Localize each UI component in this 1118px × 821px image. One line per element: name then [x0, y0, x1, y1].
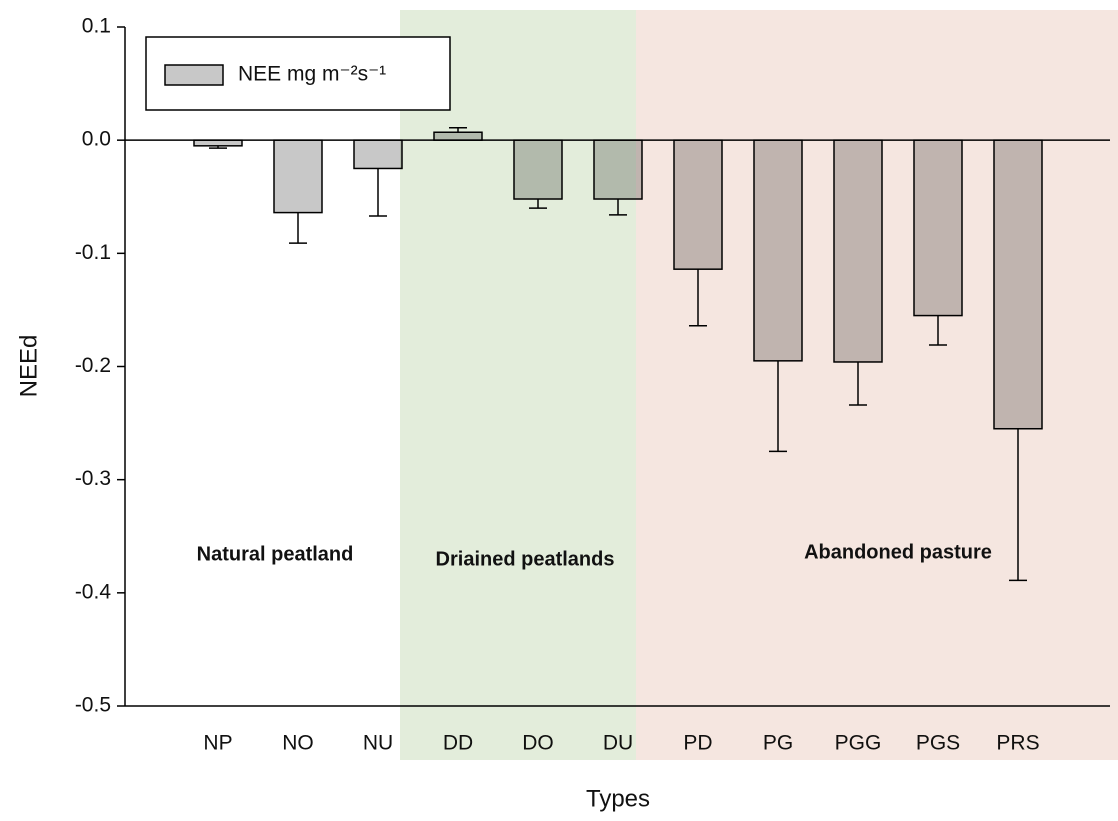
bar [193, 139, 243, 147]
x-axis-label: Types [586, 785, 650, 812]
y-tick-label: -0.3 [75, 467, 111, 490]
legend-swatch [164, 64, 224, 86]
bar [273, 139, 323, 214]
y-tick-label: -0.2 [75, 354, 111, 377]
legend-label: NEE mg m⁻²s⁻¹ [238, 63, 386, 86]
annotation: Natural peatland [197, 543, 354, 565]
y-axis-label: NEEd [15, 335, 42, 398]
y-tick-label: 0.0 [82, 128, 111, 151]
annotation: Abandoned pasture [804, 541, 992, 563]
region-pasture [636, 10, 1118, 760]
x-tick-label: NU [363, 732, 393, 755]
x-tick-label: NP [203, 732, 232, 755]
y-tick-label: -0.1 [75, 241, 111, 264]
annotation: Driained peatlands [436, 548, 615, 570]
region-drained [400, 10, 636, 760]
y-tick-label: -0.5 [75, 694, 111, 717]
y-tick-label: -0.4 [75, 580, 112, 603]
x-tick-label: NO [282, 732, 314, 755]
bar [353, 139, 403, 170]
y-tick-label: 0.1 [82, 15, 111, 38]
